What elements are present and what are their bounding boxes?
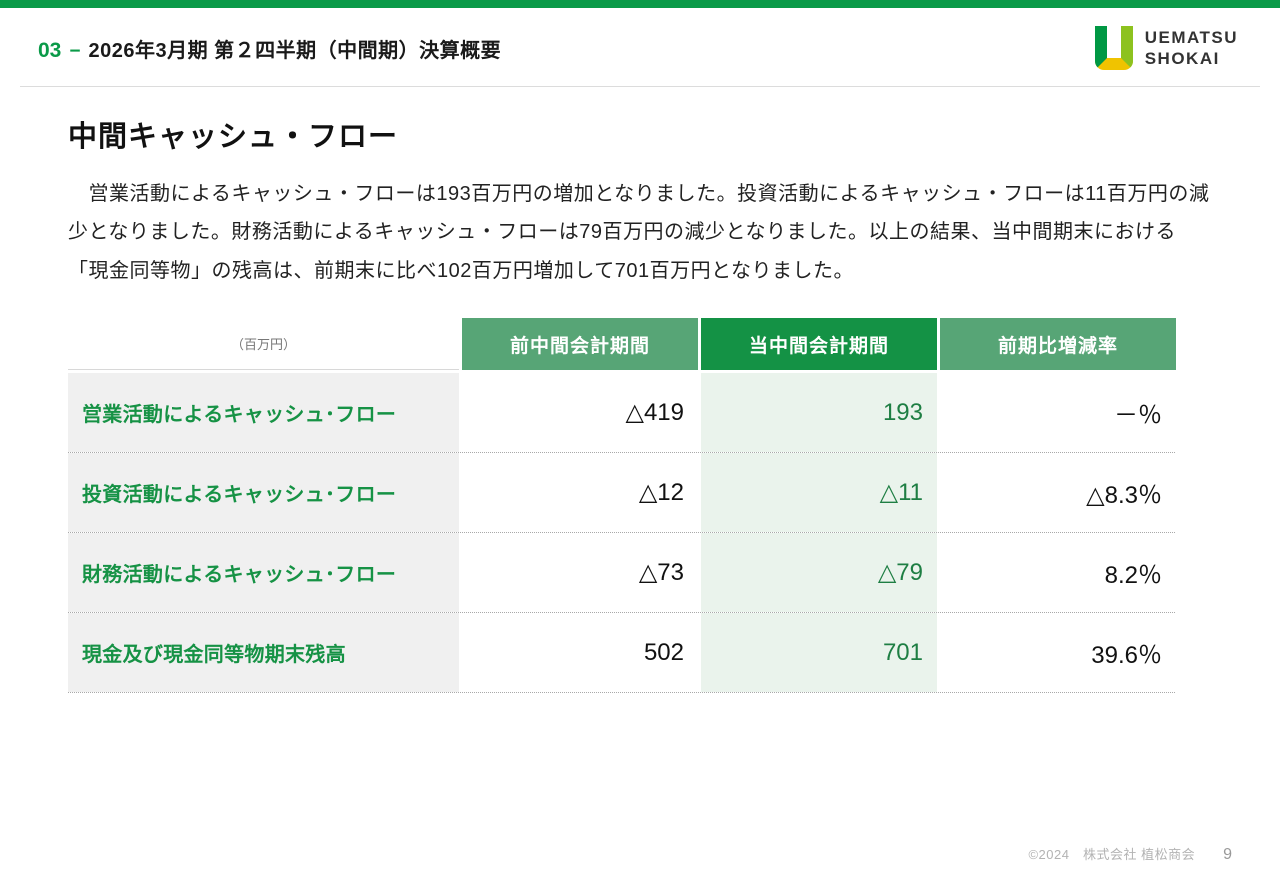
logo-line2: SHOKAI [1144,49,1220,68]
cashflow-table: （百万円） 前中間会計期間 当中間会計期間 前期比増減率 営業活動によるキャッシ… [68,318,1176,694]
current-value: 701 [701,613,937,693]
row-label: 投資活動によるキャッシュ･フロー [68,453,459,533]
logo-line1: UEMATSU [1144,27,1238,47]
table-row: 現金及び現金同等物期末残高 502 701 39.6％ [68,613,1175,694]
page-header: 03 − 2026年3月期 第２四半期（中間期）決算概要 UEMATSU SHO… [0,8,1280,70]
top-accent-bar [0,0,1280,8]
previous-value: △73 [638,559,684,587]
previous-value: △12 [638,479,684,507]
current-value: △11 [701,453,937,533]
change-value: －％ [1114,402,1162,430]
page-number: 9 [1223,846,1232,863]
current-value: 193 [701,373,937,453]
section-heading: 03 − 2026年3月期 第２四半期（中間期）決算概要 [38,34,501,63]
column-header-previous-period: 前中間会計期間 [462,318,698,371]
uematsu-u-logo-icon [1094,26,1133,70]
page-footer: ©2024 株式会社 植松商会 9 [1028,844,1232,864]
row-label: 現金及び現金同等物期末残高 [68,613,459,693]
page-title: 中間キャッシュ・フロー [68,121,399,153]
table-header-row: （百万円） 前中間会計期間 当中間会計期間 前期比増減率 [68,318,1176,371]
logo-wordmark: UEMATSU SHOKAI [1145,27,1238,70]
change-value: 39.6％ [1091,642,1162,670]
table-body: 営業活動によるキャッシュ･フロー △419 193 －％ 投資活動によるキャッシ… [68,373,1175,694]
section-number: 03 [38,38,62,62]
table-row: 財務活動によるキャッシュ･フロー △73 △79 8.2％ [68,533,1175,614]
header-divider [20,86,1260,87]
table-row: 投資活動によるキャッシュ･フロー △12 △11 △8.3％ [68,453,1175,534]
previous-value: 502 [643,638,684,666]
section-title: 2026年3月期 第２四半期（中間期）決算概要 [88,39,502,62]
previous-value: △419 [625,399,685,427]
row-label: 財務活動によるキャッシュ･フロー [68,533,459,613]
summary-paragraph: 営業活動によるキャッシュ・フローは193百万円の増加となりました。投資活動による… [68,183,1210,282]
table-row: 営業活動によるキャッシュ･フロー △419 193 －％ [68,373,1175,454]
section-separator: − [69,40,81,62]
row-label: 営業活動によるキャッシュ･フロー [68,373,459,453]
copyright-text: ©2024 株式会社 植松商会 [1028,847,1196,862]
current-value: △79 [701,533,937,613]
unit-label: （百万円） [68,318,459,371]
change-value: 8.2％ [1104,562,1162,590]
column-header-change-rate: 前期比増減率 [940,318,1176,371]
change-value: △8.3％ [1086,482,1162,510]
company-logo: UEMATSU SHOKAI [1094,26,1238,70]
column-header-current-period: 当中間会計期間 [701,318,937,371]
slide-content: 中間キャッシュ・フロー 営業活動によるキャッシュ・フローは193百万円の増加とな… [0,113,1280,694]
